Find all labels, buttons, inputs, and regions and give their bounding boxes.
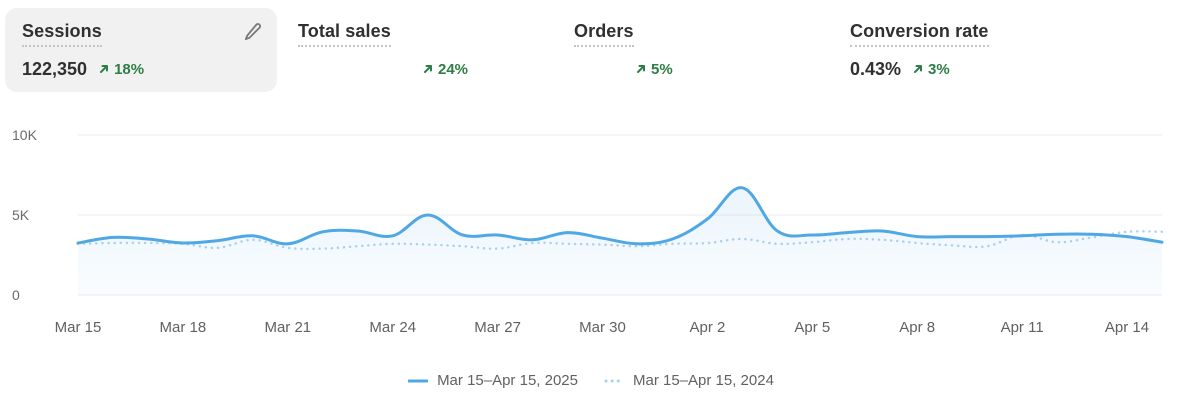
metric-card-sessions[interactable]: Sessions 122,350 18% bbox=[5, 8, 277, 92]
delta-value: 18% bbox=[114, 60, 145, 78]
metric-card-conversion-rate[interactable]: Conversion rate 0.43% 3% bbox=[833, 8, 1105, 92]
x-tick-label: Apr 8 bbox=[899, 319, 935, 336]
sessions-line-chart[interactable]: 0 5K 10K Mar 15 Mar 18 Mar 21 Mar 24 Mar 27 Mar … bbox=[0, 115, 1182, 355]
arrow-up-right-icon bbox=[637, 65, 645, 73]
solid-line-icon bbox=[408, 379, 429, 382]
delta-value: 3% bbox=[928, 60, 950, 78]
dotted-line-icon bbox=[604, 379, 624, 382]
x-tick-label: Mar 21 bbox=[264, 319, 311, 336]
x-tick-label: Apr 5 bbox=[794, 319, 830, 336]
x-tick-label: Mar 30 bbox=[579, 319, 626, 336]
arrow-up-right-icon bbox=[914, 65, 923, 73]
metric-title[interactable]: Conversion rate bbox=[850, 21, 989, 47]
delta-value: 5% bbox=[651, 60, 673, 78]
metric-value: 122,350 bbox=[22, 58, 88, 79]
metric-card-orders[interactable]: Orders 5% bbox=[557, 8, 829, 92]
x-tick-label: Apr 2 bbox=[689, 319, 725, 336]
pencil-icon bbox=[244, 23, 261, 41]
legend-item-current[interactable]: Mar 15–Apr 15, 2025 bbox=[408, 372, 578, 389]
x-tick-label: Mar 27 bbox=[474, 319, 521, 336]
delta-badge: 3% bbox=[913, 61, 950, 78]
legend-label-current: Mar 15–Apr 15, 2025 bbox=[437, 372, 578, 389]
x-tick-label: Mar 24 bbox=[369, 319, 416, 336]
edit-metric-button[interactable] bbox=[241, 20, 265, 44]
series-line-current[interactable] bbox=[76, 186, 1164, 246]
metric-cards: Sessions 122,350 18% Total sales 24% Ord… bbox=[5, 8, 1182, 92]
chart-canvas[interactable]: 0 5K 10K Mar 15 Mar 18 Mar 21 Mar 24 Mar 27 Mar … bbox=[0, 115, 1182, 355]
arrow-up-right-icon bbox=[424, 65, 432, 73]
metric-value: 0.43% bbox=[850, 58, 902, 79]
area-fill bbox=[78, 187, 1162, 295]
delta-badge: 24% bbox=[423, 61, 468, 78]
legend-item-previous[interactable]: Mar 15–Apr 15, 2024 bbox=[604, 372, 774, 389]
arrow-up-right-icon bbox=[100, 65, 109, 73]
delta-badge: 18% bbox=[99, 61, 144, 78]
metric-title[interactable]: Sessions bbox=[22, 21, 102, 47]
y-tick-label: 5K bbox=[12, 207, 30, 223]
chart-legend: Mar 15–Apr 15, 2025 Mar 15–Apr 15, 2024 bbox=[0, 372, 1182, 389]
x-tick-label: Apr 14 bbox=[1105, 319, 1149, 336]
x-tick-label: Apr 11 bbox=[1001, 319, 1044, 336]
delta-value: 24% bbox=[438, 60, 469, 78]
y-tick-label: 10K bbox=[12, 127, 38, 143]
metric-title[interactable]: Orders bbox=[574, 21, 634, 47]
legend-label-previous: Mar 15–Apr 15, 2024 bbox=[633, 372, 774, 389]
x-tick-label: Mar 18 bbox=[160, 319, 207, 336]
y-tick-label: 0 bbox=[12, 287, 20, 303]
metric-title[interactable]: Total sales bbox=[298, 21, 391, 47]
delta-badge: 5% bbox=[636, 61, 673, 78]
metric-card-total-sales[interactable]: Total sales 24% bbox=[281, 8, 553, 92]
x-tick-label: Mar 15 bbox=[55, 319, 102, 336]
